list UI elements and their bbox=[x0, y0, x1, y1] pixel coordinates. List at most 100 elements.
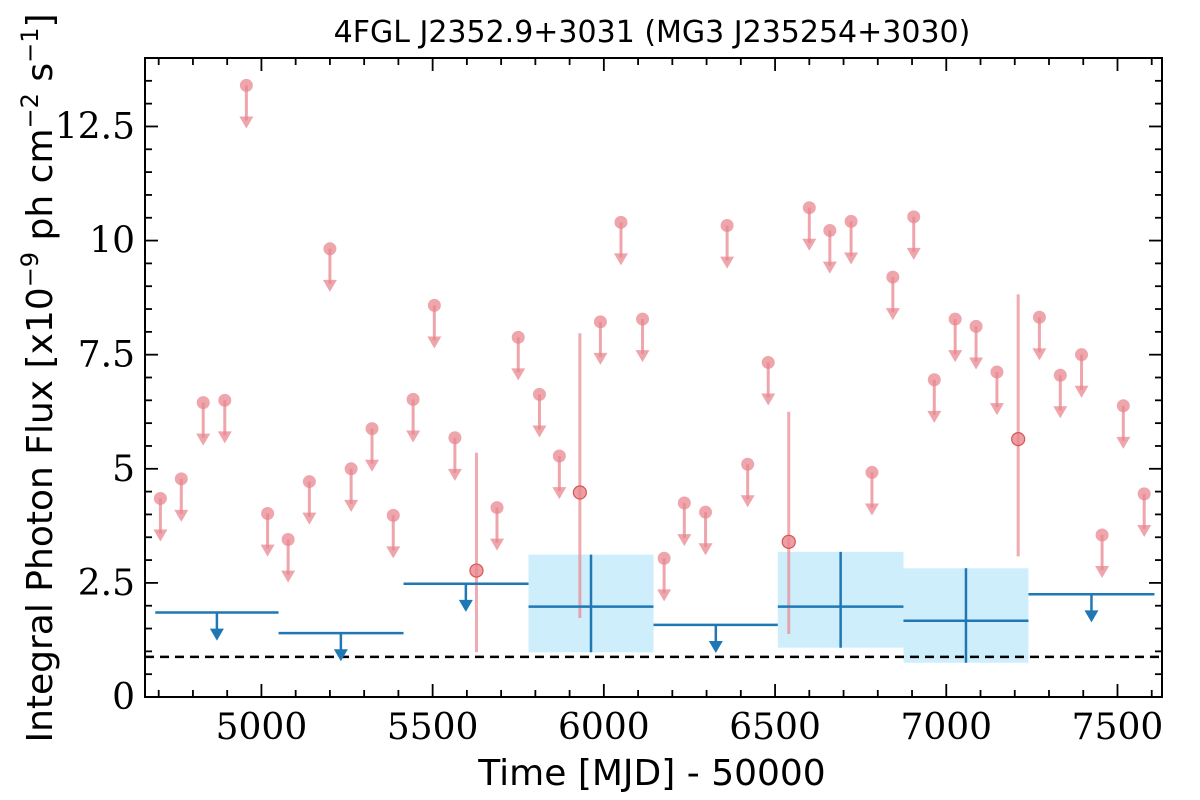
upper-limit-marker bbox=[969, 319, 983, 333]
upper-limit-marker bbox=[844, 214, 858, 228]
upper-limit-arrow bbox=[1116, 436, 1131, 449]
upper-limit-arrow bbox=[1074, 385, 1089, 398]
upper-limit-marker bbox=[1032, 310, 1046, 324]
long-bin-upper-limit bbox=[155, 611, 279, 641]
short-bin-upper-limit bbox=[427, 298, 442, 349]
y-tick-labels: 0 2.5 5 7.5 10 12.5 bbox=[55, 106, 135, 718]
short-bin-upper-limit bbox=[698, 505, 713, 556]
upper-limit-arrow bbox=[322, 279, 337, 292]
upper-limit-arrow bbox=[844, 252, 859, 265]
upper-limit-arrow bbox=[761, 393, 776, 406]
upper-limit-marker bbox=[448, 431, 462, 445]
upper-limit-marker bbox=[948, 312, 962, 326]
upper-limit-marker bbox=[406, 392, 420, 406]
upper-limit-arrow bbox=[657, 589, 672, 602]
upper-limit-marker bbox=[907, 210, 921, 224]
upper-limit-arrow bbox=[677, 534, 692, 547]
short-bin-upper-limit bbox=[174, 472, 189, 522]
x-tick-label: 5500 bbox=[387, 707, 479, 748]
x-tick-label: 5000 bbox=[216, 707, 308, 748]
short-bin-upper-limit bbox=[906, 210, 921, 260]
long-upper-limit-arrow bbox=[209, 628, 224, 641]
y-tick-label: 5 bbox=[112, 449, 135, 490]
short-bin-upper-limit bbox=[677, 496, 692, 547]
long-bin-upper-limit bbox=[278, 631, 404, 662]
short-bin-upper-limit bbox=[217, 393, 232, 444]
y-tick-label: 10 bbox=[89, 221, 135, 262]
upper-limit-marker bbox=[261, 507, 275, 521]
short-bin-detection bbox=[469, 452, 484, 653]
short-bin-upper-limit bbox=[613, 215, 628, 266]
upper-limit-marker bbox=[511, 330, 525, 344]
x-tick-labels: 5000 5500 6000 6500 7000 7500 bbox=[216, 707, 1164, 748]
short-bin-upper-limit bbox=[822, 224, 837, 274]
upper-limit-marker bbox=[218, 393, 232, 407]
short-bin-upper-limit bbox=[281, 533, 296, 583]
short-bin-detection bbox=[572, 333, 587, 619]
y-axis-label-close: ] bbox=[20, 13, 61, 27]
upper-limit-marker bbox=[552, 449, 566, 463]
upper-limit-marker bbox=[761, 355, 775, 369]
short-bin-detection bbox=[1011, 294, 1026, 557]
y-axis-label-unit-exp: −2 bbox=[16, 93, 44, 128]
y-tick-label: 12.5 bbox=[55, 106, 135, 147]
upper-limit-arrow bbox=[635, 350, 650, 363]
long-bin-detection bbox=[528, 554, 654, 653]
x-tick-label: 6000 bbox=[558, 707, 650, 748]
upper-limit-arrow bbox=[1053, 406, 1068, 419]
short-bin-upper-limit bbox=[885, 270, 900, 321]
short-bin-upper-limit bbox=[635, 312, 650, 363]
upper-limit-arrow bbox=[1032, 348, 1047, 361]
upper-limit-marker bbox=[720, 219, 734, 233]
long-upper-limit-arrow bbox=[333, 649, 348, 662]
upper-limit-marker bbox=[593, 315, 607, 329]
upper-limit-marker bbox=[281, 533, 295, 547]
short-bin-upper-limit bbox=[365, 422, 380, 472]
upper-limit-arrow bbox=[174, 509, 189, 522]
y-axis-label-unit: ph cm bbox=[20, 128, 61, 251]
short-bin-upper-limit bbox=[490, 501, 505, 551]
upper-limit-marker bbox=[344, 462, 358, 476]
upper-limit-arrow bbox=[427, 336, 442, 349]
y-axis-label-main: Integral Photon Flux [x10 bbox=[20, 287, 61, 742]
upper-limit-arrow bbox=[511, 368, 526, 381]
upper-limit-arrow bbox=[906, 247, 921, 260]
x-tick-label: 7000 bbox=[900, 707, 992, 748]
upper-limit-arrow bbox=[153, 529, 168, 542]
upper-limit-arrow bbox=[532, 425, 547, 438]
short-bin-upper-limit bbox=[196, 396, 211, 446]
y-axis-label-exp: −9 bbox=[16, 252, 44, 287]
x-axis-label: Time [MJD] - 50000 bbox=[477, 753, 825, 794]
upper-limit-marker bbox=[927, 373, 941, 387]
short-bin-upper-limit bbox=[1053, 368, 1068, 419]
upper-limit-marker bbox=[1116, 399, 1130, 413]
upper-limit-marker bbox=[1095, 528, 1109, 542]
short-bin-upper-limit bbox=[302, 475, 317, 525]
detection-marker bbox=[1011, 432, 1026, 447]
short-bin-upper-limit bbox=[864, 465, 879, 516]
short-bin-upper-limit bbox=[153, 491, 168, 542]
short-bins-series bbox=[153, 78, 1152, 653]
upper-limit-arrow bbox=[885, 308, 900, 321]
y-tick-label: 2.5 bbox=[78, 563, 135, 604]
upper-limit-marker bbox=[323, 242, 337, 256]
short-bin-upper-limit bbox=[720, 219, 735, 269]
short-bin-upper-limit bbox=[927, 373, 942, 423]
short-bin-upper-limit bbox=[1095, 528, 1110, 579]
short-bin-detection bbox=[781, 411, 796, 635]
upper-limit-arrow bbox=[989, 403, 1004, 416]
upper-limit-marker bbox=[153, 491, 167, 505]
short-bin-upper-limit bbox=[844, 214, 859, 265]
upper-limit-marker bbox=[427, 298, 441, 312]
upper-limit-marker bbox=[699, 505, 713, 519]
upper-limit-marker bbox=[490, 501, 504, 515]
y-axis-label-s: s bbox=[20, 63, 61, 93]
long-bin-upper-limit bbox=[653, 623, 778, 653]
long-bin-upper-limit bbox=[403, 582, 529, 612]
upper-limit-arrow bbox=[239, 116, 254, 129]
short-bin-upper-limit bbox=[386, 508, 401, 559]
upper-limit-marker bbox=[1075, 348, 1089, 362]
long-upper-limit-arrow bbox=[708, 640, 723, 653]
upper-limit-marker bbox=[365, 422, 379, 436]
